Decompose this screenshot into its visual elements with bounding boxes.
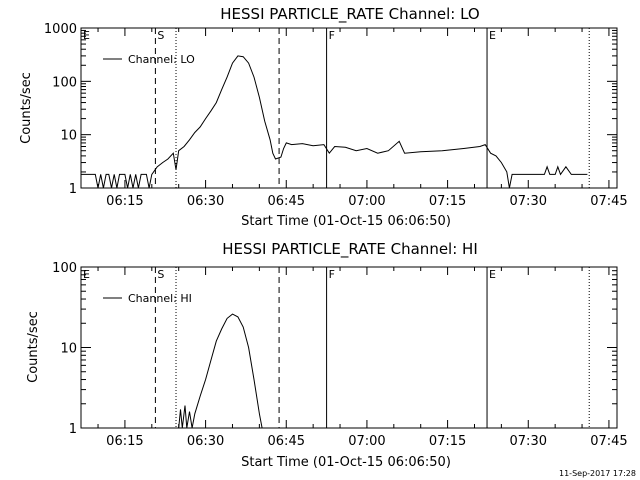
marker-label: E: [83, 29, 90, 42]
x-tick-label: 07:15: [429, 434, 466, 449]
chart-title: HESSI PARTICLE_RATE Channel: HI: [222, 240, 478, 259]
y-tick-label: 100: [52, 75, 77, 90]
x-tick-label: 07:00: [348, 194, 385, 209]
x-tick-label: 07:45: [590, 434, 627, 449]
x-tick-label: 07:30: [510, 194, 547, 209]
x-tick-label: 07:00: [348, 434, 385, 449]
y-tick-label: 10: [60, 129, 77, 144]
marker-label: F: [329, 29, 335, 42]
y-tick-label: 1000: [44, 22, 77, 37]
legend-label: Channel: LO: [128, 53, 195, 66]
series-line: [178, 313, 263, 429]
x-tick-label: 06:30: [187, 434, 224, 449]
marker-label: S: [157, 268, 164, 281]
legend-label: Channel: HI: [128, 292, 192, 305]
x-tick-label: 06:15: [106, 434, 143, 449]
marker-label: E: [489, 29, 496, 42]
x-axis-label: Start Time (01-Oct-15 06:06:50): [241, 214, 451, 229]
x-tick-label: 06:30: [187, 194, 224, 209]
x-tick-label: 07:30: [510, 434, 547, 449]
marker-label: F: [329, 268, 335, 281]
y-tick-label: 1: [69, 422, 77, 437]
chart-title: HESSI PARTICLE_RATE Channel: LO: [220, 5, 479, 24]
x-tick-label: 07:15: [429, 194, 466, 209]
x-axis-label: Start Time (01-Oct-15 06:06:50): [241, 455, 451, 470]
marker-label: E: [489, 268, 496, 281]
y-axis-label: Counts/sec: [19, 72, 34, 144]
panel-channel-lo: HESSI PARTICLE_RATE Channel: LO Counts/s…: [19, 5, 628, 229]
panel-channel-hi: HESSI PARTICLE_RATE Channel: HI Counts/s…: [26, 240, 628, 470]
y-tick-label: 1: [69, 182, 77, 197]
y-tick-label: 10: [60, 342, 77, 357]
x-tick-label: 06:45: [268, 434, 305, 449]
x-tick-label: 06:15: [106, 194, 143, 209]
y-axis-label: Counts/sec: [26, 311, 41, 383]
y-tick-label: 100: [52, 261, 77, 276]
generation-timestamp: 11-Sep-2017 17:28: [559, 469, 636, 478]
series-line: [81, 55, 588, 189]
x-tick-label: 07:45: [590, 194, 627, 209]
marker-label: E: [83, 268, 90, 281]
x-tick-label: 06:45: [268, 194, 305, 209]
marker-label: S: [157, 29, 164, 42]
